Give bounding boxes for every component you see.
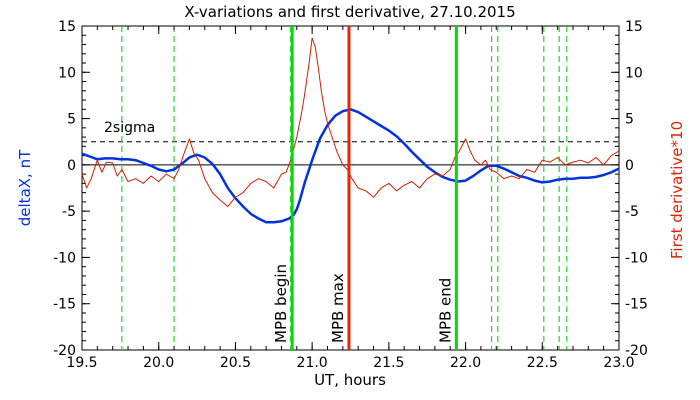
y-tick-label-left-6: 10 bbox=[58, 65, 76, 81]
y-axis-label-right: First derivative*10 bbox=[668, 121, 686, 259]
x-tick-label-6: 22.5 bbox=[527, 355, 558, 371]
y-tick-label-left-2: -10 bbox=[53, 250, 76, 266]
series-line-derivative bbox=[81, 37, 620, 207]
x-tick-label-3: 21.0 bbox=[297, 355, 328, 371]
plot-area bbox=[81, 25, 620, 351]
y-tick-label-left-5: 5 bbox=[67, 112, 76, 128]
y-tick-label-right-0: -20 bbox=[625, 343, 648, 359]
marker-label-max: MPB max bbox=[329, 273, 347, 343]
x-tick-label-7: 23.0 bbox=[603, 355, 634, 371]
x-tick-label-1: 20.0 bbox=[143, 355, 174, 371]
y-tick-label-left-3: -5 bbox=[62, 204, 76, 220]
y-tick-label-left-7: 15 bbox=[58, 19, 76, 35]
y-tick-label-right-7: 15 bbox=[625, 19, 643, 35]
sigma-label: 2sigma bbox=[104, 120, 155, 136]
y-tick-label-left-4: 0 bbox=[67, 158, 76, 174]
x-tick-label-0: 19.5 bbox=[66, 355, 97, 371]
y-axis-label-left: deltaX, nT bbox=[16, 149, 34, 226]
y-tick-label-right-5: 5 bbox=[625, 112, 634, 128]
series-line-deltaX bbox=[81, 108, 620, 224]
x-tick-label-5: 22.0 bbox=[450, 355, 481, 371]
marker-label-end: MPB end bbox=[436, 278, 454, 343]
chart-title: X-variations and first derivative, 27.10… bbox=[184, 3, 515, 21]
y-tick-label-right-3: -5 bbox=[625, 204, 639, 220]
y-tick-label-right-6: 10 bbox=[625, 65, 643, 81]
y-tick-label-left-1: -15 bbox=[53, 297, 76, 313]
marker-label-begin: MPB begin bbox=[272, 264, 290, 343]
y-tick-label-right-1: -15 bbox=[625, 297, 648, 313]
x-axis-label: UT, hours bbox=[314, 371, 386, 389]
y-tick-label-right-2: -10 bbox=[625, 250, 648, 266]
x-tick-label-2: 20.5 bbox=[220, 355, 251, 371]
plot-frame bbox=[81, 25, 620, 351]
x-tick-label-4: 21.5 bbox=[373, 355, 404, 371]
y-tick-label-left-0: -20 bbox=[53, 343, 76, 359]
tick-labels: 19.5 20.0 20.5 21.0 21.5 22.0 22.5 23.0-20 -20-1… bbox=[53, 19, 648, 371]
y-tick-label-right-4: 0 bbox=[625, 158, 634, 174]
